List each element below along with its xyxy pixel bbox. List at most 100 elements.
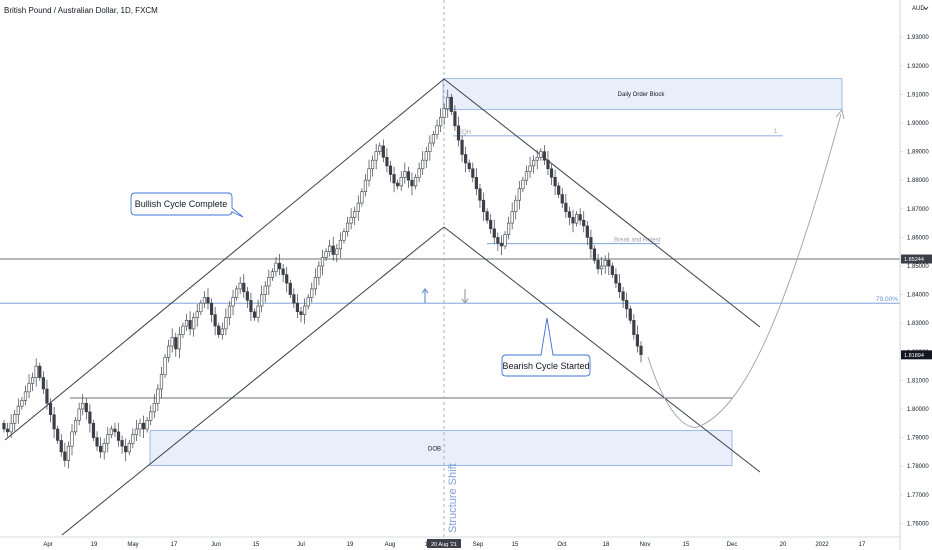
candle[interactable]: [403, 162, 407, 184]
candle[interactable]: [338, 232, 342, 258]
chevron-down-icon[interactable]: [923, 6, 929, 11]
bullish-callout[interactable]: Bullish Cycle Complete: [130, 192, 244, 218]
candle[interactable]: [438, 108, 443, 133]
candle[interactable]: [174, 332, 178, 357]
candle[interactable]: [610, 262, 614, 279]
candle[interactable]: [614, 268, 618, 289]
candle[interactable]: [349, 208, 353, 230]
candle[interactable]: [31, 372, 35, 391]
candle[interactable]: [184, 314, 189, 331]
upper-channel-left[interactable]: [4, 78, 445, 441]
candle[interactable]: [446, 89, 450, 118]
candle[interactable]: [517, 181, 521, 210]
candle[interactable]: [371, 155, 375, 177]
candle[interactable]: [363, 173, 368, 197]
candle[interactable]: [460, 135, 464, 163]
candle[interactable]: [231, 289, 235, 316]
candle[interactable]: [106, 427, 110, 453]
candle[interactable]: [360, 188, 364, 207]
candle[interactable]: [532, 155, 536, 174]
candle[interactable]: [353, 206, 357, 226]
candle[interactable]: [417, 162, 421, 183]
candle[interactable]: [600, 256, 604, 276]
candle[interactable]: [324, 248, 328, 261]
candle[interactable]: [2, 419, 6, 433]
candle[interactable]: [428, 135, 432, 161]
candle[interactable]: [306, 294, 310, 310]
candle[interactable]: [102, 438, 106, 460]
candle[interactable]: [66, 441, 71, 469]
candle[interactable]: [295, 294, 300, 319]
candle[interactable]: [560, 188, 564, 208]
candle[interactable]: [478, 183, 482, 208]
candle[interactable]: [471, 162, 475, 183]
candle[interactable]: [181, 322, 185, 339]
candle[interactable]: [578, 208, 582, 226]
daily-order-block-zone[interactable]: [442, 78, 843, 110]
candle[interactable]: [277, 253, 282, 276]
candle[interactable]: [335, 243, 339, 263]
candle[interactable]: [270, 268, 274, 281]
candle[interactable]: [485, 208, 489, 224]
candle[interactable]: [9, 414, 13, 439]
candle[interactable]: [585, 221, 589, 246]
candle[interactable]: [167, 339, 171, 363]
candle[interactable]: [506, 216, 511, 240]
candle[interactable]: [603, 255, 607, 274]
candle[interactable]: [249, 292, 253, 321]
candle[interactable]: [131, 428, 135, 449]
candle[interactable]: [235, 285, 239, 301]
candle[interactable]: [56, 425, 60, 444]
candle[interactable]: [553, 169, 557, 196]
candle[interactable]: [539, 148, 543, 161]
candle[interactable]: [149, 405, 153, 426]
candle[interactable]: [145, 417, 149, 433]
candle[interactable]: [557, 182, 561, 198]
candle[interactable]: [177, 326, 181, 359]
candle[interactable]: [621, 286, 625, 309]
candle[interactable]: [267, 269, 271, 296]
candle[interactable]: [256, 299, 260, 323]
candle[interactable]: [138, 418, 142, 437]
candle[interactable]: [542, 145, 546, 166]
candle[interactable]: [564, 193, 568, 218]
candle[interactable]: [170, 328, 174, 353]
candle[interactable]: [310, 282, 314, 303]
candle[interactable]: [95, 431, 99, 452]
candle[interactable]: [464, 146, 468, 173]
candle[interactable]: [378, 142, 382, 156]
candle[interactable]: [63, 442, 67, 467]
candle[interactable]: [406, 166, 410, 188]
candle[interactable]: [546, 151, 550, 176]
candle[interactable]: [592, 245, 597, 264]
candle[interactable]: [73, 417, 78, 436]
candle[interactable]: [202, 291, 207, 309]
candle[interactable]: [549, 163, 554, 186]
candle[interactable]: [16, 398, 20, 424]
candle[interactable]: [213, 306, 217, 336]
candle[interactable]: [399, 171, 403, 191]
candle[interactable]: [199, 299, 203, 316]
candle[interactable]: [524, 165, 529, 186]
candle[interactable]: [192, 312, 196, 337]
candle[interactable]: [574, 211, 579, 227]
candle[interactable]: [292, 288, 296, 309]
candle[interactable]: [421, 151, 425, 176]
candle[interactable]: [317, 261, 321, 286]
candle[interactable]: [639, 341, 643, 363]
candle[interactable]: [396, 179, 400, 190]
candle[interactable]: [528, 156, 532, 178]
candle[interactable]: [356, 195, 360, 221]
candle[interactable]: [217, 322, 221, 339]
candle[interactable]: [589, 229, 593, 258]
candle[interactable]: [59, 434, 63, 457]
candle[interactable]: [224, 308, 228, 336]
candle[interactable]: [503, 231, 507, 250]
candle[interactable]: [285, 266, 289, 293]
candle[interactable]: [331, 236, 335, 261]
candle[interactable]: [27, 374, 31, 399]
price-axis[interactable]: 1.93000 1.92000 1.91000 1.90000 1.89000 1.880…: [900, 35, 929, 527]
candle[interactable]: [449, 93, 453, 115]
candle[interactable]: [385, 148, 389, 173]
